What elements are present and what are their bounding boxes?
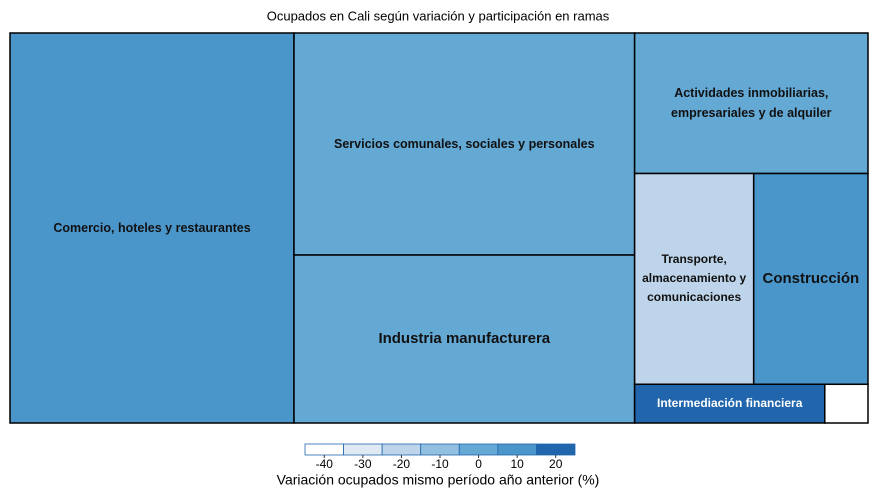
colorbar-swatch [458, 443, 499, 456]
colorbar-swatch [497, 443, 537, 456]
colorbar-swatch [420, 443, 460, 456]
cell-label: Servicios comunales, sociales y personal… [334, 137, 595, 151]
treemap-cell [633, 172, 755, 386]
treemap-cell [633, 383, 826, 424]
colorbar-tick-label: -20 [393, 457, 411, 471]
cell-label-box: Intermediación financiera [656, 396, 803, 411]
treemap-cell [293, 254, 636, 424]
colorbar-swatch [381, 443, 422, 456]
colorbar-swatch [304, 443, 344, 456]
cell-label-box: Construcción [762, 269, 860, 287]
cell-label-box: Actividades inmobiliarias, empresariales… [671, 86, 832, 121]
treemap-cell [752, 172, 869, 386]
cell-label-box: Servicios comunales, sociales y personal… [334, 137, 595, 151]
cell-label-box: Transporte, almacenamiento y comunicacio… [642, 252, 747, 305]
colorbar-tick-label: -30 [354, 457, 372, 471]
colorbar-tick-label: 10 [510, 457, 524, 471]
colorbar-tick-label: 20 [549, 457, 563, 471]
treemap-cell [9, 32, 295, 424]
cell-label: Intermediación financiera [656, 396, 803, 411]
cell-label: Actividades inmobiliarias, empresariales… [671, 86, 832, 121]
cell-label: Industria manufacturera [378, 329, 551, 347]
treemap-cell [633, 32, 869, 175]
colorbar-label: Variación ocupados mismo período año ant… [277, 472, 600, 488]
colorbar-tick-label: -10 [431, 457, 449, 471]
treemap-cell [293, 32, 636, 256]
cell-label: Comercio, hoteles y restaurantes [53, 221, 251, 235]
colorbar-tick-label: 0 [475, 457, 482, 471]
cell-label-box: Industria manufacturera [378, 329, 551, 347]
colorbar-tick-label: -40 [316, 457, 334, 471]
cell-label: Construcción [762, 269, 860, 287]
colorbar-swatch [343, 443, 383, 456]
cell-label: Transporte, almacenamiento y comunicacio… [642, 252, 747, 305]
colorbar-swatch [536, 443, 576, 456]
chart-title: Ocupados en Cali según variación y parti… [267, 8, 610, 23]
treemap-cell [824, 383, 869, 424]
cell-label-box: Comercio, hoteles y restaurantes [53, 221, 251, 235]
